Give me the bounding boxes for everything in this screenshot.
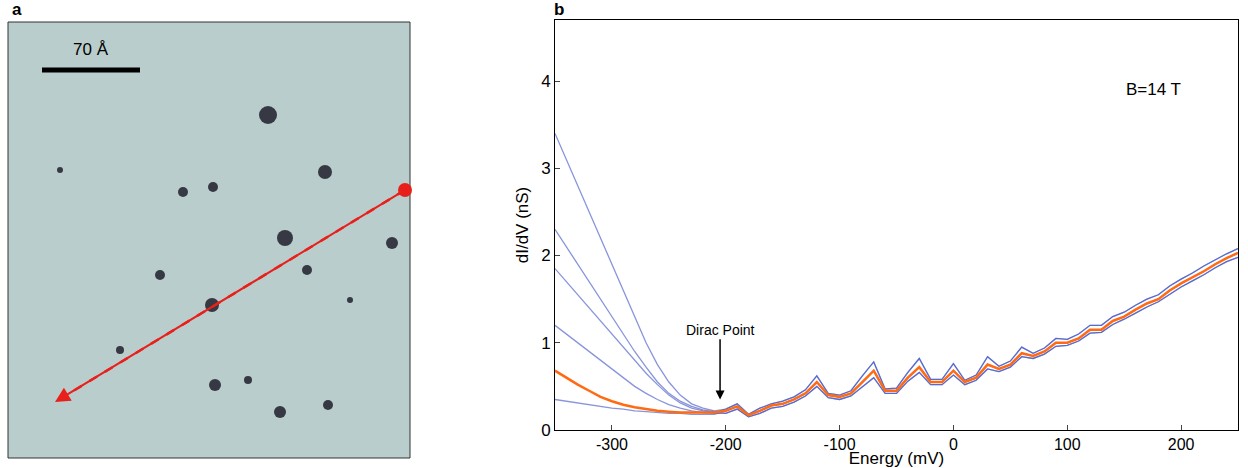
svg-text:-100: -100 [824,436,856,453]
svg-text:-300: -300 [596,436,628,453]
svg-text:dI/dV (nS): dI/dV (nS) [513,187,532,264]
svg-text:Dirac Point: Dirac Point [686,322,755,338]
svg-text:B=14 T: B=14 T [1126,80,1181,99]
svg-text:2: 2 [541,246,550,265]
svg-text:b: b [554,0,564,19]
svg-text:4: 4 [541,72,550,91]
svg-text:-200: -200 [710,436,742,453]
svg-text:a: a [12,0,22,19]
svg-text:200: 200 [1168,436,1195,453]
svg-text:Energy (mV): Energy (mV) [849,449,944,468]
svg-text:70 Å: 70 Å [73,40,109,59]
svg-text:3: 3 [541,159,550,178]
svg-text:1: 1 [541,334,550,353]
svg-text:0: 0 [541,421,550,440]
svg-text:100: 100 [1054,436,1081,453]
svg-text:0: 0 [949,436,958,453]
